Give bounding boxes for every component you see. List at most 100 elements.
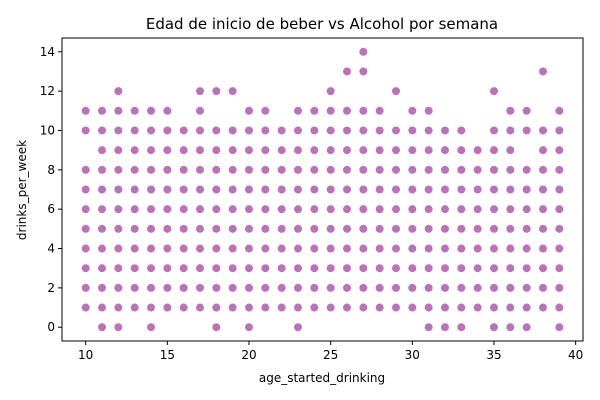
scatter-point — [424, 146, 433, 155]
scatter-point — [538, 283, 547, 292]
scatter-point — [196, 264, 205, 273]
scatter-point — [163, 283, 172, 292]
scatter-point — [114, 224, 123, 233]
scatter-point — [261, 205, 270, 214]
scatter-point — [359, 165, 368, 174]
scatter-point — [147, 185, 156, 194]
scatter-point — [408, 283, 417, 292]
scatter-point — [310, 244, 319, 253]
scatter-point — [228, 224, 237, 233]
scatter-point — [375, 283, 384, 292]
scatter-point — [294, 264, 302, 273]
scatter-point — [277, 303, 286, 312]
scatter-point — [375, 205, 384, 214]
y-tick-label: 2 — [47, 281, 55, 295]
scatter-point — [245, 185, 253, 194]
scatter-point — [359, 67, 368, 76]
scatter-point — [473, 264, 482, 273]
scatter-point — [294, 185, 302, 194]
scatter-point — [147, 106, 156, 115]
scatter-point — [81, 224, 90, 233]
scatter-point — [294, 106, 302, 115]
y-axis-label: drinks_per_week — [15, 140, 29, 240]
scatter-point — [179, 303, 188, 312]
scatter-point — [310, 165, 319, 174]
scatter-point — [359, 47, 368, 56]
scatter-point — [538, 264, 547, 273]
scatter-point — [310, 224, 319, 233]
scatter-point — [310, 106, 319, 115]
x-axis: 10 15 20 25 30 35 40 — [78, 341, 583, 362]
scatter-point — [343, 146, 351, 155]
scatter-point — [163, 264, 172, 273]
plot-area-frame — [61, 37, 584, 342]
scatter-point — [424, 165, 433, 174]
scatter-point — [522, 205, 531, 214]
scatter-point — [114, 323, 123, 332]
scatter-point — [196, 224, 205, 233]
scatter-point — [457, 185, 466, 194]
scatter-point — [294, 146, 302, 155]
scatter-point — [506, 126, 515, 135]
scatter-point — [489, 146, 498, 155]
scatter-point — [114, 87, 123, 96]
scatter-point — [424, 224, 433, 233]
scatter-point — [212, 165, 221, 174]
scatter-point — [310, 205, 319, 214]
scatter-point — [359, 244, 368, 253]
scatter-point — [98, 205, 107, 214]
scatter-point — [375, 146, 384, 155]
scatter-point — [163, 303, 172, 312]
scatter-point — [522, 185, 531, 194]
scatter-point — [343, 244, 351, 253]
scatter-point — [163, 224, 172, 233]
scatter-point — [130, 224, 139, 233]
scatter-point — [228, 205, 237, 214]
scatter-point — [440, 323, 449, 332]
scatter-point — [473, 224, 482, 233]
scatter-point — [457, 283, 466, 292]
scatter-point — [359, 106, 368, 115]
scatter-point — [506, 264, 515, 273]
scatter-point — [392, 244, 400, 253]
scatter-point — [440, 205, 449, 214]
scatter-point — [228, 303, 237, 312]
scatter-point — [196, 126, 205, 135]
scatter-point — [489, 323, 498, 332]
scatter-point — [245, 106, 253, 115]
scatter-point — [326, 87, 335, 96]
scatter-point — [130, 165, 139, 174]
y-tick-label: 6 — [47, 202, 55, 216]
scatter-point — [555, 185, 564, 194]
scatter-point — [277, 283, 286, 292]
scatter-point — [147, 244, 156, 253]
scatter-point — [555, 165, 564, 174]
scatter-point — [130, 106, 139, 115]
scatter-point — [343, 264, 351, 273]
chart-title: Edad de inicio de beber vs Alcohol por s… — [146, 15, 498, 33]
scatter-point — [473, 185, 482, 194]
scatter-point — [277, 146, 286, 155]
scatter-point — [98, 165, 107, 174]
scatter-point — [424, 185, 433, 194]
scatter-point — [179, 264, 188, 273]
scatter-point — [114, 146, 123, 155]
scatter-point — [228, 244, 237, 253]
scatter-point — [522, 264, 531, 273]
scatter-point — [359, 224, 368, 233]
scatter-point — [147, 126, 156, 135]
scatter-point — [212, 205, 221, 214]
scatter-point — [196, 283, 205, 292]
scatter-point — [163, 106, 172, 115]
scatter-point — [310, 283, 319, 292]
y-tick-label: 12 — [40, 84, 55, 98]
scatter-point — [81, 283, 90, 292]
scatter-point — [522, 165, 531, 174]
x-tick-label: 35 — [486, 348, 501, 362]
scatter-point — [457, 126, 466, 135]
scatter-point — [261, 185, 270, 194]
scatter-point — [555, 244, 564, 253]
scatter-point — [81, 244, 90, 253]
scatter-point — [294, 283, 302, 292]
scatter-point — [555, 264, 564, 273]
